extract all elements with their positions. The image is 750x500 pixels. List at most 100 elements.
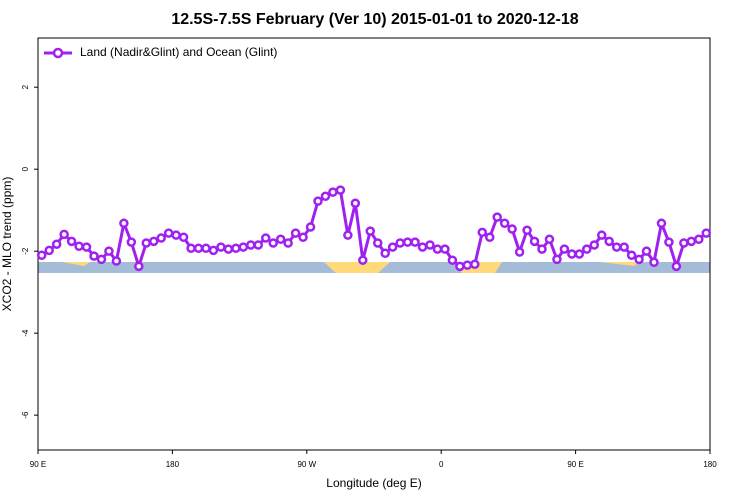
data-point — [186, 243, 196, 254]
y-axis-label: XCO2 - MLO trend (ppm) — [0, 177, 14, 312]
data-point — [455, 261, 465, 272]
data-point — [582, 244, 592, 254]
data-point — [223, 244, 234, 254]
data-point — [425, 240, 435, 250]
data-point — [507, 224, 517, 234]
data-point — [462, 260, 473, 270]
data-point — [268, 238, 278, 248]
data-point — [66, 236, 77, 247]
data-point — [320, 191, 331, 201]
data-point — [395, 238, 405, 248]
legend-marker — [52, 47, 64, 59]
data-point — [634, 254, 644, 265]
data-point — [350, 198, 361, 208]
x-axis-label: Longitude (deg E) — [326, 476, 421, 490]
data-point — [126, 237, 137, 247]
data-point — [193, 243, 204, 254]
data-point — [275, 234, 286, 245]
data-point — [290, 228, 301, 238]
data-point — [679, 238, 689, 248]
data-point — [544, 234, 555, 245]
data-point — [81, 242, 92, 252]
data-point — [119, 218, 129, 229]
data-point — [51, 239, 62, 249]
data-point — [372, 238, 383, 248]
data-point — [171, 230, 181, 240]
data-point — [417, 242, 428, 252]
data-point — [611, 242, 622, 252]
data-point — [231, 243, 241, 254]
data-point — [514, 247, 525, 257]
data-point — [246, 240, 256, 250]
x-tick-label: 90 W — [297, 460, 316, 469]
data-point — [163, 228, 174, 238]
data-point — [148, 236, 159, 247]
data-point — [402, 237, 413, 247]
data-point — [552, 254, 562, 265]
x-tick-label: 90 E — [30, 460, 46, 469]
data-point — [44, 245, 54, 256]
data-point — [134, 261, 144, 272]
data-point — [567, 249, 577, 259]
data-point — [89, 251, 99, 261]
data-point — [178, 232, 189, 242]
data-point — [484, 232, 495, 242]
data-point — [111, 256, 122, 266]
data-point — [343, 230, 353, 240]
data-point — [238, 242, 249, 252]
data-point — [432, 244, 443, 254]
x-tick-label: 180 — [703, 460, 717, 469]
data-point — [283, 238, 293, 248]
data-point — [596, 230, 607, 240]
data-point — [694, 234, 704, 245]
data-point — [96, 254, 107, 265]
data-point — [619, 242, 629, 252]
data-point — [305, 222, 316, 232]
data-point — [358, 255, 368, 265]
y-tick-label: -4 — [21, 329, 30, 337]
data-point — [440, 244, 450, 254]
data-point — [649, 257, 659, 267]
data-point — [447, 255, 458, 265]
data-point — [313, 196, 323, 206]
legend-label: Land (Nadir&Glint) and Ocean (Glint) — [80, 45, 277, 59]
data-point — [335, 185, 346, 195]
data-point — [537, 244, 547, 254]
data-point — [686, 236, 697, 247]
y-tick-label: 2 — [21, 84, 30, 89]
data-point — [201, 243, 211, 254]
y-tick-label: -2 — [21, 247, 30, 255]
data-point — [380, 248, 390, 258]
data-point — [492, 212, 502, 222]
x-tick-label: 0 — [439, 460, 444, 469]
x-tick-label: 180 — [166, 460, 180, 469]
data-point — [589, 240, 600, 250]
data-point — [104, 246, 114, 256]
data-point — [626, 250, 637, 261]
data-point — [253, 240, 264, 250]
data-point — [216, 242, 226, 252]
data-point — [470, 259, 480, 270]
chart-title: 12.5S-7.5S February (Ver 10) 2015-01-01 … — [171, 11, 578, 28]
data-point — [36, 250, 47, 261]
data-point — [604, 236, 614, 247]
data-point — [499, 218, 510, 229]
y-tick-label: -6 — [21, 411, 30, 419]
data-point — [574, 249, 585, 259]
data-point — [141, 238, 152, 248]
data-point — [522, 225, 532, 236]
data-point — [664, 237, 674, 247]
data-point — [529, 236, 540, 247]
data-point — [701, 228, 712, 238]
data-point — [208, 245, 219, 256]
data-point — [656, 218, 667, 229]
plot-frame — [37, 37, 711, 451]
data-point — [260, 233, 271, 243]
data-point — [74, 241, 84, 252]
data-point — [477, 227, 488, 238]
data-point — [298, 232, 308, 242]
data-point — [387, 242, 398, 252]
y-tick-label: 0 — [21, 166, 30, 171]
data-point — [559, 244, 570, 254]
x-tick-label: 90 E — [567, 460, 583, 469]
